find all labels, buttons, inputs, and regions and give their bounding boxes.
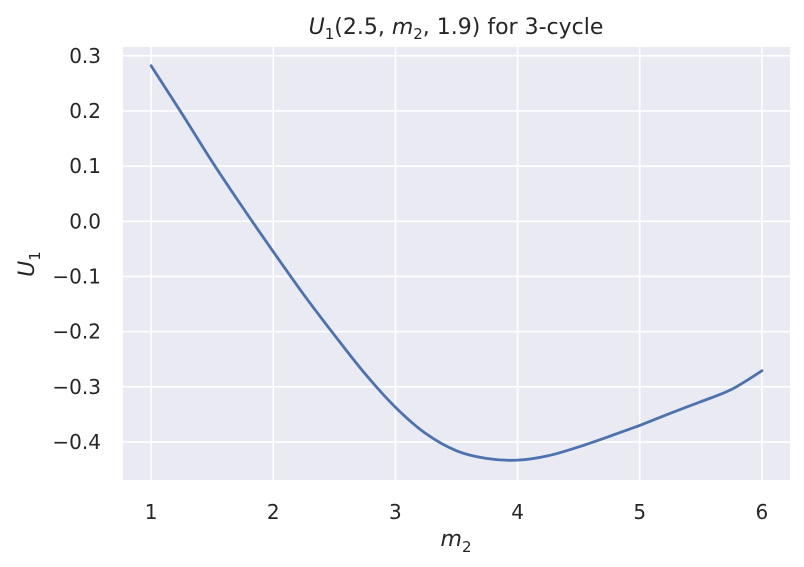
x-tick-labels: 1 2 3 4 5 6 xyxy=(145,500,769,524)
x-tick-label: 5 xyxy=(633,500,646,524)
y-tick-label: −0.4 xyxy=(52,430,101,454)
y-tick-label: 0.2 xyxy=(69,99,101,123)
y-tick-label: −0.3 xyxy=(52,375,101,399)
y-tick-label: −0.1 xyxy=(52,264,101,288)
x-tick-label: 6 xyxy=(756,500,769,524)
y-tick-label: 0.1 xyxy=(69,154,101,178)
y-tick-label: 0.3 xyxy=(69,44,101,68)
x-tick-label: 1 xyxy=(145,500,158,524)
x-tick-label: 2 xyxy=(267,500,280,524)
y-axis-label: U1 xyxy=(15,251,44,277)
series-line xyxy=(149,64,764,462)
plot-background xyxy=(123,47,790,480)
y-tick-label: 0.0 xyxy=(69,209,101,233)
y-tick-labels: 0.3 0.2 0.1 0.0 −0.1 −0.2 −0.3 −0.4 xyxy=(52,44,101,454)
grid-lines xyxy=(123,47,790,480)
y-tick-label: −0.2 xyxy=(52,320,101,344)
x-axis-label: m2 xyxy=(441,527,472,556)
x-tick-label: 4 xyxy=(511,500,524,524)
series-layer xyxy=(149,64,764,462)
x-tick-label: 3 xyxy=(389,500,402,524)
chart-title: U1(2.5, m2, 1.9) for 3-cycle xyxy=(309,15,604,43)
